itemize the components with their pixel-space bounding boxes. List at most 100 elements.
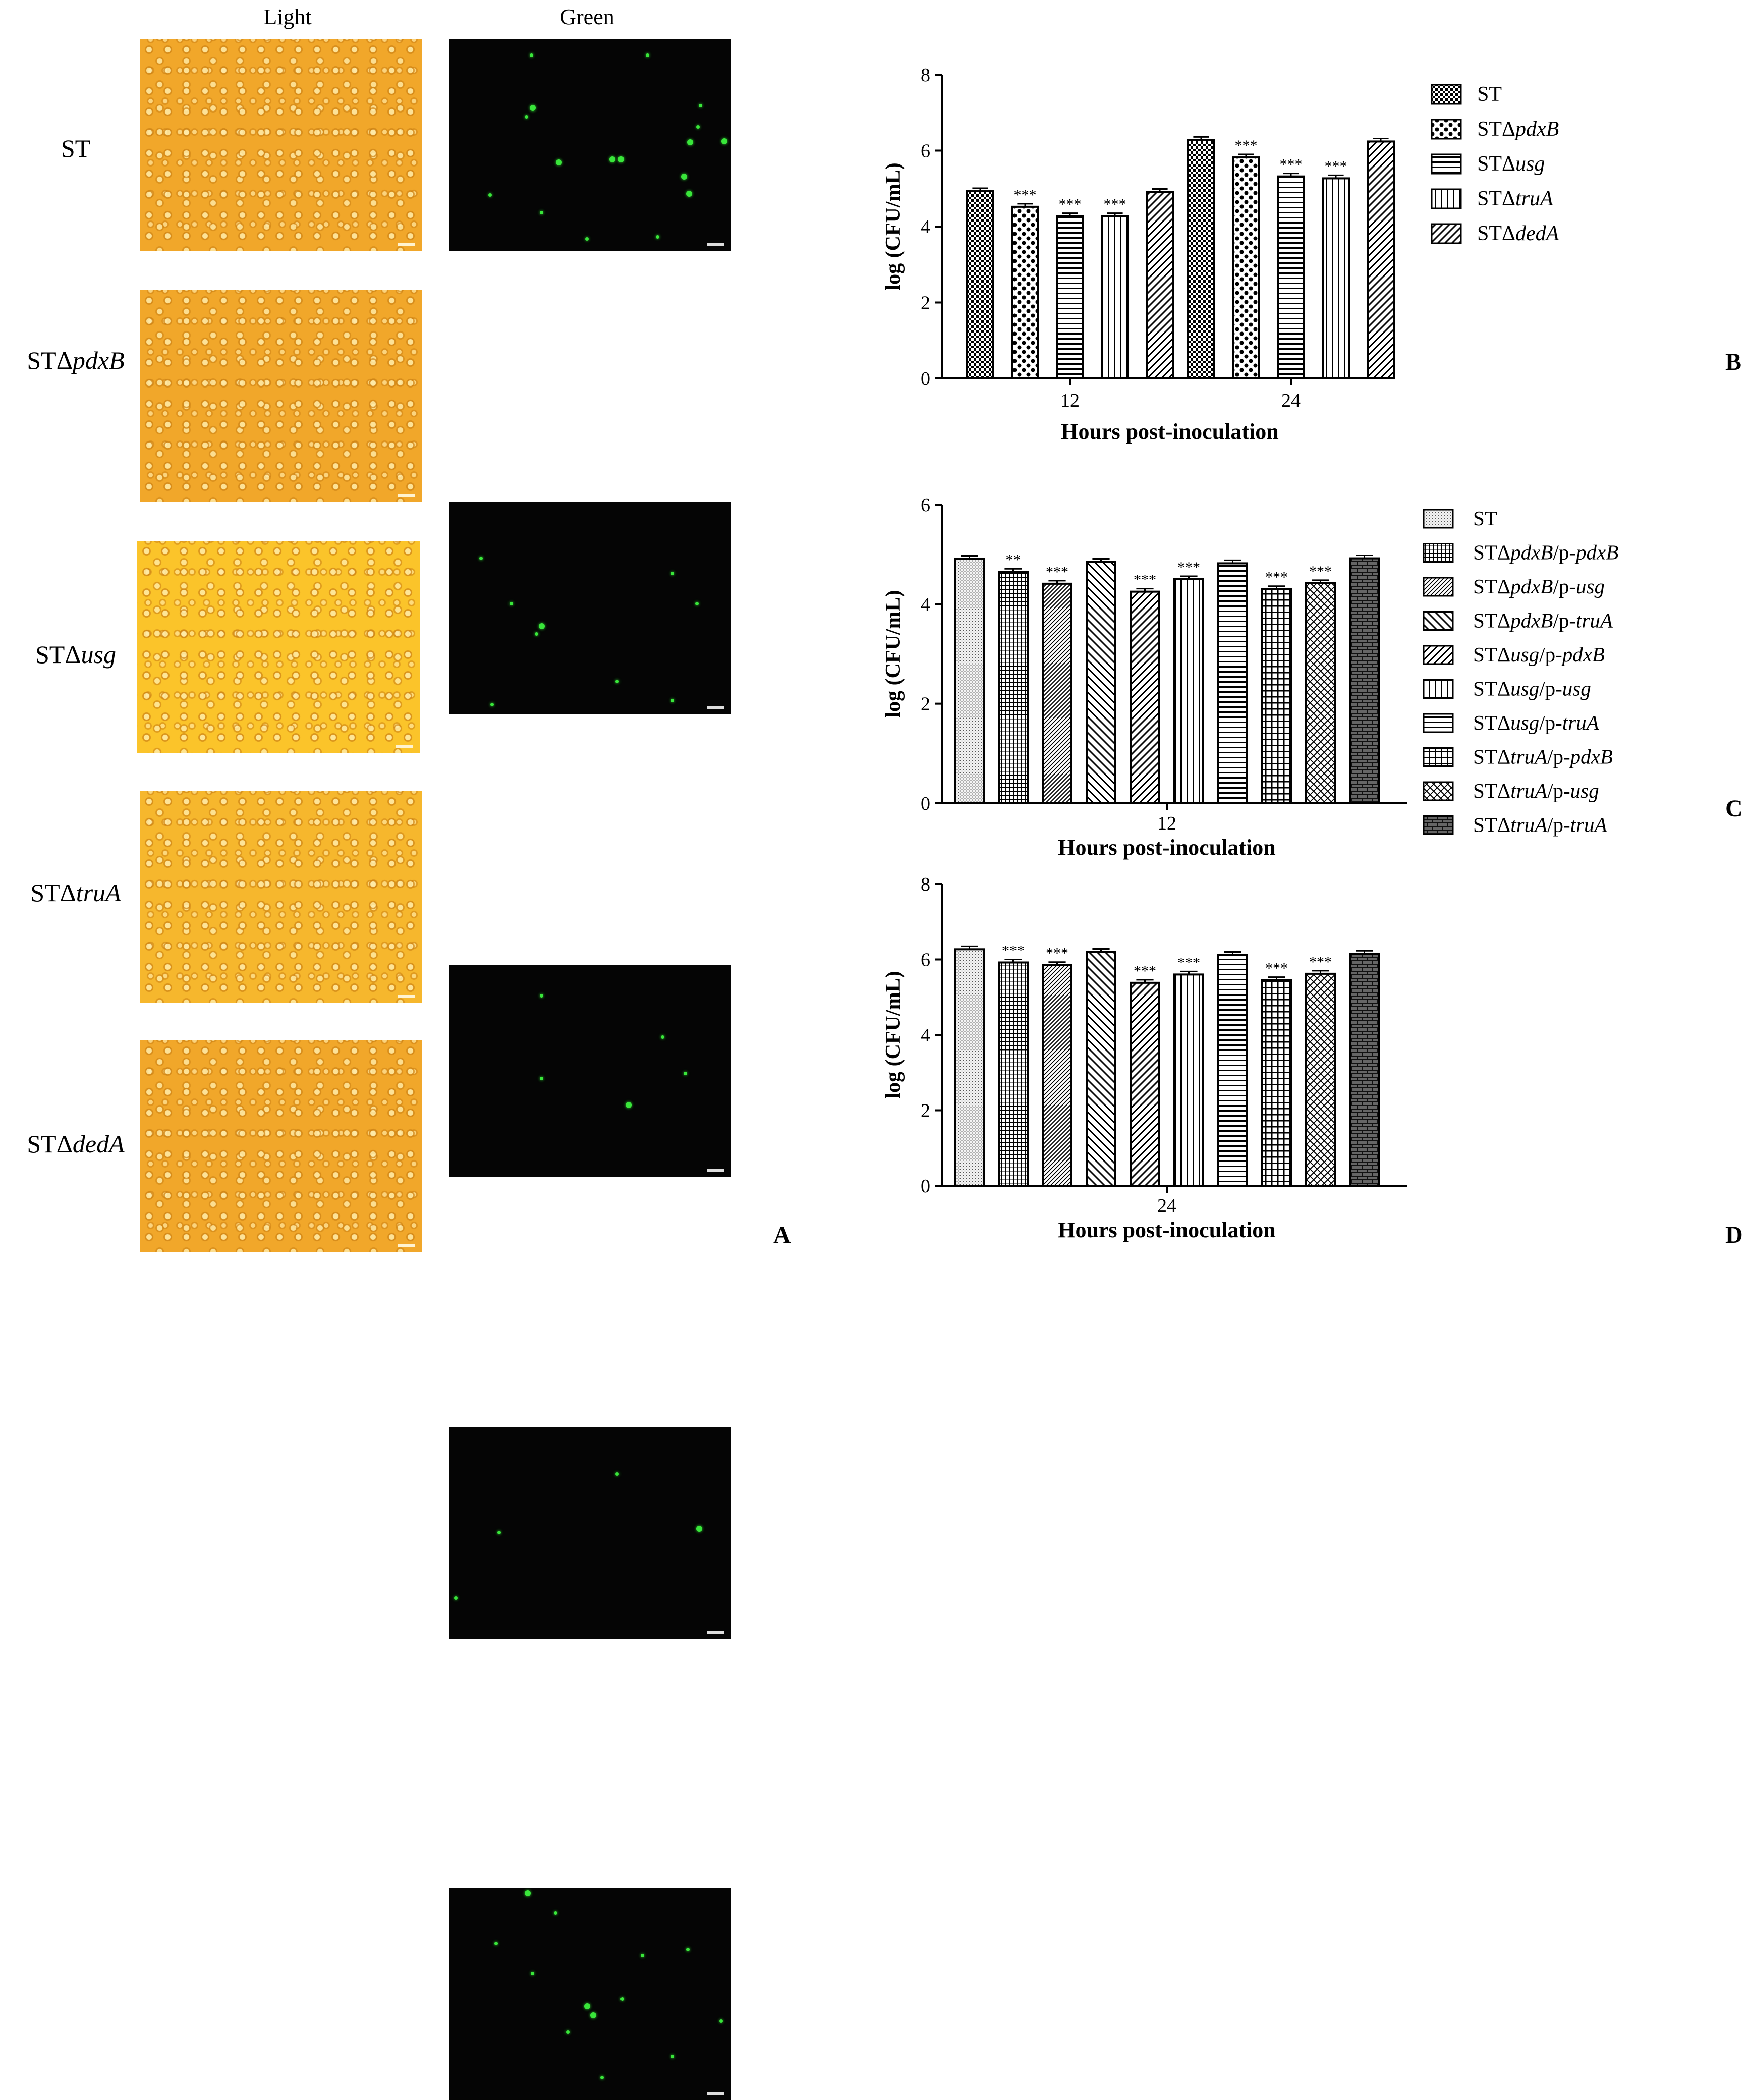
legend-swatch	[1423, 679, 1454, 699]
significance-label: **	[1006, 551, 1021, 568]
legend-b: ST STΔpdxB STΔusg STΔtruA STΔdedA	[1431, 83, 1559, 245]
y-tick-label: 4	[921, 216, 930, 238]
bar-d-6	[1217, 954, 1248, 1187]
significance-label: ***	[1235, 137, 1258, 154]
legend-swatch	[1423, 577, 1454, 597]
significance-label: ***	[1265, 569, 1288, 586]
scale-bar	[398, 1244, 415, 1247]
y-tick-label: 2	[921, 1100, 930, 1122]
bar-b-4-1	[1367, 140, 1395, 379]
legend-swatch	[1423, 747, 1454, 767]
legend-label: STΔpdxB/p-pdxB	[1473, 541, 1618, 564]
y-tick-label: 2	[921, 694, 930, 715]
light-image-st	[140, 39, 422, 251]
significance-label: ***	[1002, 942, 1025, 959]
panel-letter-a: A	[773, 1222, 791, 1248]
significance-label: ***	[1309, 563, 1332, 580]
bar-b-0-1	[1187, 139, 1215, 379]
significance-label: ***	[1046, 945, 1068, 962]
bar-c-6	[1217, 562, 1248, 804]
x-axis-label: Hours post-inoculation	[1058, 835, 1276, 860]
bar-d-3	[1086, 951, 1116, 1187]
light-image-pdxb	[140, 290, 422, 502]
y-tick-label: 6	[921, 494, 930, 516]
col-label-light: Light	[263, 5, 312, 29]
panel-letter-c: C	[1725, 795, 1743, 822]
y-tick-label: 0	[921, 1176, 930, 1197]
legend-label: STΔtruA/p-truA	[1473, 813, 1608, 837]
y-tick-label: 6	[921, 950, 930, 971]
bar-c-3	[1086, 561, 1116, 804]
legend-swatch	[1431, 84, 1462, 105]
legend-swatch	[1423, 781, 1454, 801]
bar-b-3-0	[1101, 215, 1129, 379]
legend-c: ST STΔpdxB/p-pdxB STΔpdxB/p-usg STΔpdxB/p-t…	[1423, 507, 1618, 837]
row-label-st: ST	[61, 134, 91, 162]
significance-label: ***	[1014, 187, 1037, 203]
bar-c-2	[1042, 582, 1072, 804]
scale-bar	[398, 494, 415, 497]
y-tick-label: 0	[921, 793, 930, 814]
bar-d-5	[1173, 973, 1204, 1187]
significance-label: ***	[1309, 954, 1332, 970]
x-axis-label: Hours post-inoculation	[1061, 419, 1279, 444]
bar-d-1	[998, 961, 1029, 1187]
x-tick-label: 24	[1281, 390, 1301, 411]
green-image-deda	[449, 1888, 731, 2100]
bar-b-3-1	[1322, 177, 1350, 379]
scale-bar	[396, 745, 413, 748]
bar-b-1-0	[1011, 205, 1039, 379]
significance-label: ***	[1104, 196, 1126, 213]
legend-label: STΔusg/p-pdxB	[1473, 643, 1605, 666]
y-tick-label: 8	[921, 65, 930, 86]
bar-b-2-0	[1056, 215, 1084, 379]
legend-label: STΔdedA	[1477, 222, 1559, 245]
row-label-usg: STΔusg	[35, 640, 116, 669]
legend-label: STΔusg/p-usg	[1473, 677, 1591, 700]
legend-swatch	[1431, 188, 1462, 209]
bar-b-4-0	[1146, 191, 1174, 379]
x-tick-label: 12	[1060, 390, 1080, 411]
bar-c-9	[1349, 557, 1380, 805]
legend-swatch	[1431, 153, 1462, 175]
bar-c-8	[1305, 582, 1336, 804]
bar-d-4	[1130, 981, 1160, 1187]
row-label-trua: STΔtruA	[30, 878, 121, 907]
panel-letter-b: B	[1725, 349, 1742, 375]
x-tick-label: 24	[1157, 1195, 1176, 1217]
y-tick-label: 2	[921, 293, 930, 314]
bar-c-1	[998, 571, 1029, 804]
legend-label: ST	[1477, 83, 1502, 106]
y-tick-label: 8	[921, 874, 930, 895]
bar-c-4	[1130, 590, 1160, 804]
significance-label: ***	[1177, 559, 1200, 576]
row-label-deda: STΔdedA	[27, 1130, 125, 1158]
legend-label: STΔusg	[1477, 152, 1545, 176]
legend-swatch	[1431, 119, 1462, 140]
legend-swatch	[1423, 645, 1454, 665]
scale-bar	[398, 243, 415, 246]
legend-label: ST	[1473, 507, 1497, 530]
significance-label: ***	[1265, 960, 1288, 977]
bar-d-2	[1042, 964, 1072, 1187]
significance-label: ***	[1134, 963, 1156, 979]
scale-bar	[707, 1631, 724, 1634]
scale-bar	[707, 1169, 724, 1172]
legend-label: STΔpdxB/p-usg	[1473, 575, 1605, 598]
legend-label: STΔusg/p-truA	[1473, 711, 1600, 734]
bar-c-5	[1173, 578, 1204, 804]
col-label-green: Green	[560, 5, 614, 29]
bar-c-7	[1261, 588, 1292, 804]
legend-label: STΔpdxB	[1477, 118, 1559, 141]
y-tick-label: 4	[921, 1025, 930, 1046]
legend-swatch	[1423, 611, 1454, 631]
scale-bar	[707, 2092, 724, 2095]
significance-label: ***	[1046, 564, 1068, 580]
legend-swatch	[1423, 713, 1454, 733]
significance-label: ***	[1177, 954, 1200, 971]
light-image-deda	[140, 1040, 422, 1252]
y-axis-label: log (CFU/mL)	[882, 162, 905, 290]
legend-label: STΔtruA	[1477, 187, 1553, 210]
x-tick-label: 12	[1157, 813, 1176, 834]
